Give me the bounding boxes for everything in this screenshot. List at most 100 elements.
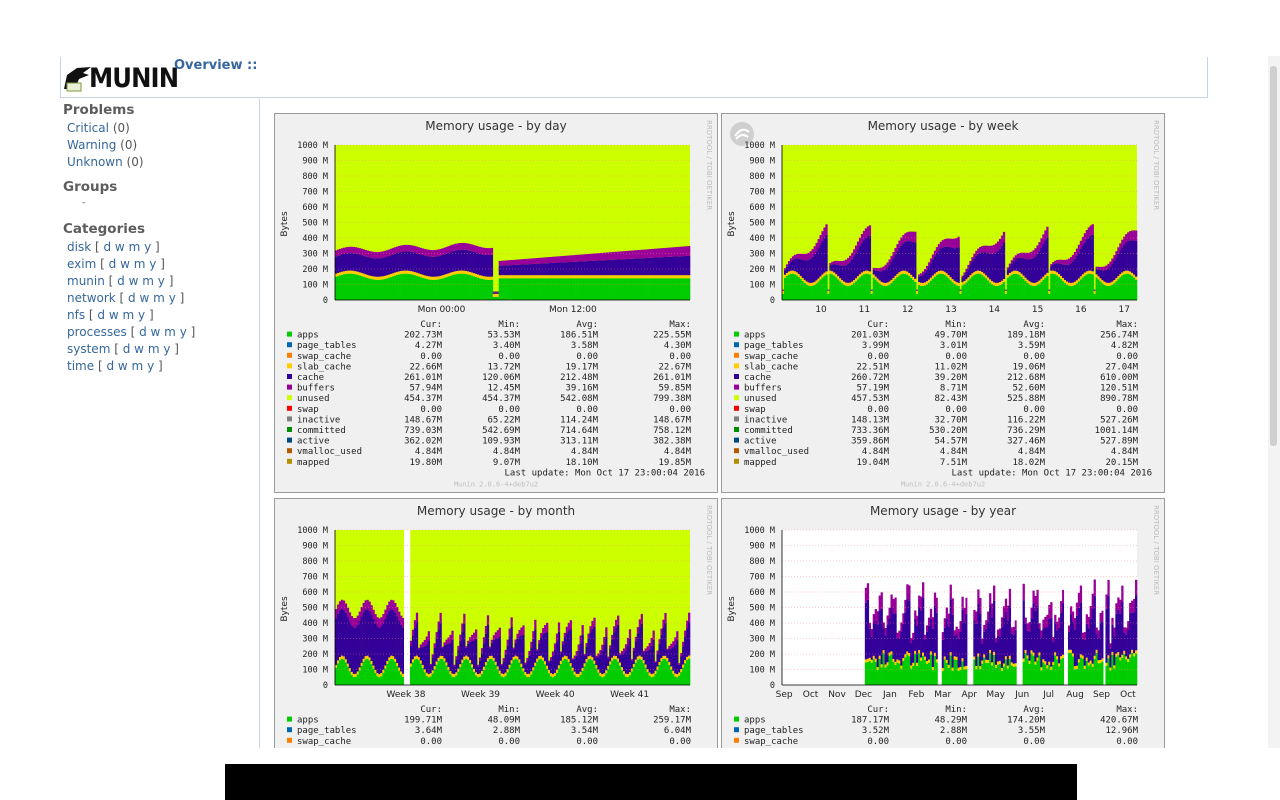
period-link-exim-m[interactable]: m (133, 257, 146, 271)
period-link-network-d[interactable]: d (128, 291, 136, 305)
area-slab (854, 278, 858, 282)
category-link-system[interactable]: system (67, 342, 111, 356)
area-slab (609, 275, 612, 279)
area-slab (551, 674, 555, 678)
area-slab (348, 668, 352, 672)
y-tick-label: 700 M (302, 573, 328, 583)
category-link-munin[interactable]: munin (67, 274, 105, 288)
period-link-network-w[interactable]: w (139, 291, 150, 305)
area-buf (534, 258, 537, 264)
area-slab (943, 271, 946, 275)
area-buf (807, 252, 810, 260)
period-link-munin-d[interactable]: d (117, 274, 125, 288)
area-slab (995, 664, 998, 668)
legend-value: 4.27M (415, 341, 443, 351)
period-link-processes-y[interactable]: y (179, 325, 187, 339)
category-link-time[interactable]: time (67, 359, 95, 373)
area-apps (646, 672, 649, 685)
area-cache (490, 254, 494, 277)
vertical-scrollbar[interactable] (1268, 56, 1280, 762)
category-link-network[interactable]: network (67, 291, 116, 305)
area-cache (374, 623, 377, 670)
period-link-nfs-m[interactable]: m (122, 308, 135, 322)
graph-week[interactable]: Memory usage - by week Bytes RRDTOOL / TOB… (721, 113, 1165, 493)
area-slab (878, 655, 881, 659)
graph-day[interactable]: Memory usage - by day Bytes RRDTOOL / TOBI… (274, 113, 718, 493)
period-link-network-m[interactable]: m (153, 291, 165, 305)
area-slab (640, 656, 643, 660)
period-link-nfs-w[interactable]: w (108, 308, 119, 322)
period-link-disk-m[interactable]: m (128, 240, 141, 254)
area-slab (407, 270, 411, 274)
category-link-disk[interactable]: disk (67, 240, 92, 254)
breadcrumb-overview[interactable]: Overview :: (174, 58, 258, 73)
area-apps (1083, 668, 1087, 685)
area-slab (914, 650, 917, 654)
area-apps (660, 661, 663, 685)
area-apps (937, 274, 941, 300)
critical-link[interactable]: Critical (67, 121, 109, 135)
period-link-nfs-d[interactable]: d (97, 308, 106, 322)
area-buf (682, 246, 685, 257)
warning-link[interactable]: Warning (67, 138, 117, 152)
period-link-disk-d[interactable]: d (103, 240, 112, 254)
period-link-system-y[interactable]: y (163, 342, 171, 356)
period-link-exim-d[interactable]: d (108, 257, 117, 271)
period-link-system-d[interactable]: d (122, 342, 131, 356)
area-slab (336, 660, 340, 664)
scrollbar-thumb[interactable] (1270, 66, 1277, 446)
x-tick-label: Jan (882, 690, 897, 700)
area-slab (406, 270, 409, 274)
period-link-processes-d[interactable]: d (139, 325, 147, 339)
area-buf (1125, 234, 1128, 243)
period-link-time-w[interactable]: w (117, 359, 128, 373)
period-link-processes-m[interactable]: m (164, 325, 176, 339)
area-slab (868, 657, 872, 661)
period-link-munin-y[interactable]: y (157, 274, 165, 288)
area-slab (508, 275, 511, 279)
unknown-link[interactable]: Unknown (67, 155, 123, 169)
period-link-exim-y[interactable]: y (149, 257, 157, 271)
area-slab (463, 656, 466, 660)
period-link-processes-w[interactable]: w (150, 325, 161, 339)
period-link-time-d[interactable]: d (106, 359, 115, 373)
area-slab (1103, 281, 1106, 285)
graph-year[interactable]: Memory usage - by year Bytes RRDTOOL / TOB… (721, 498, 1165, 760)
area-slab (573, 275, 576, 279)
period-link-munin-w[interactable]: w (128, 274, 139, 288)
area-apps (795, 275, 799, 300)
period-link-system-w[interactable]: w (134, 342, 144, 356)
period-link-exim-w[interactable]: w (120, 257, 130, 271)
data-gap (939, 530, 943, 685)
period-link-time-m[interactable]: m (131, 359, 144, 373)
period-link-nfs-y[interactable]: y (138, 308, 146, 322)
legend-label-apps: apps (297, 331, 319, 341)
area-slab (549, 673, 553, 677)
area-slab (622, 671, 626, 675)
area-apps (898, 663, 901, 685)
area-cache (518, 636, 521, 660)
area-apps (603, 278, 606, 300)
category-link-processes[interactable]: processes (67, 325, 127, 339)
area-buf (1135, 230, 1138, 241)
area-apps (569, 278, 572, 300)
period-link-disk-y[interactable]: y (144, 240, 152, 254)
period-link-system-m[interactable]: m (147, 342, 160, 356)
zoom-icon[interactable] (730, 122, 754, 146)
graph-month[interactable]: Memory usage - by month Bytes RRDTOOL / TO… (274, 498, 718, 760)
period-link-time-y[interactable]: y (147, 359, 155, 373)
area-apps (1103, 284, 1106, 300)
area-slab (439, 655, 442, 659)
area-slab (965, 665, 968, 669)
munin-logo[interactable]: MUNIN (63, 63, 179, 94)
category-link-exim[interactable]: exim (67, 257, 97, 271)
period-link-network-y[interactable]: y (168, 291, 176, 305)
area-buf (342, 600, 346, 610)
period-link-disk-w[interactable]: w (114, 240, 125, 254)
period-link-munin-m[interactable]: m (142, 274, 154, 288)
area-slab (841, 280, 844, 284)
area-buf (941, 240, 945, 248)
area-slab (477, 674, 480, 678)
category-link-nfs[interactable]: nfs (67, 308, 86, 322)
area-apps (817, 281, 820, 300)
